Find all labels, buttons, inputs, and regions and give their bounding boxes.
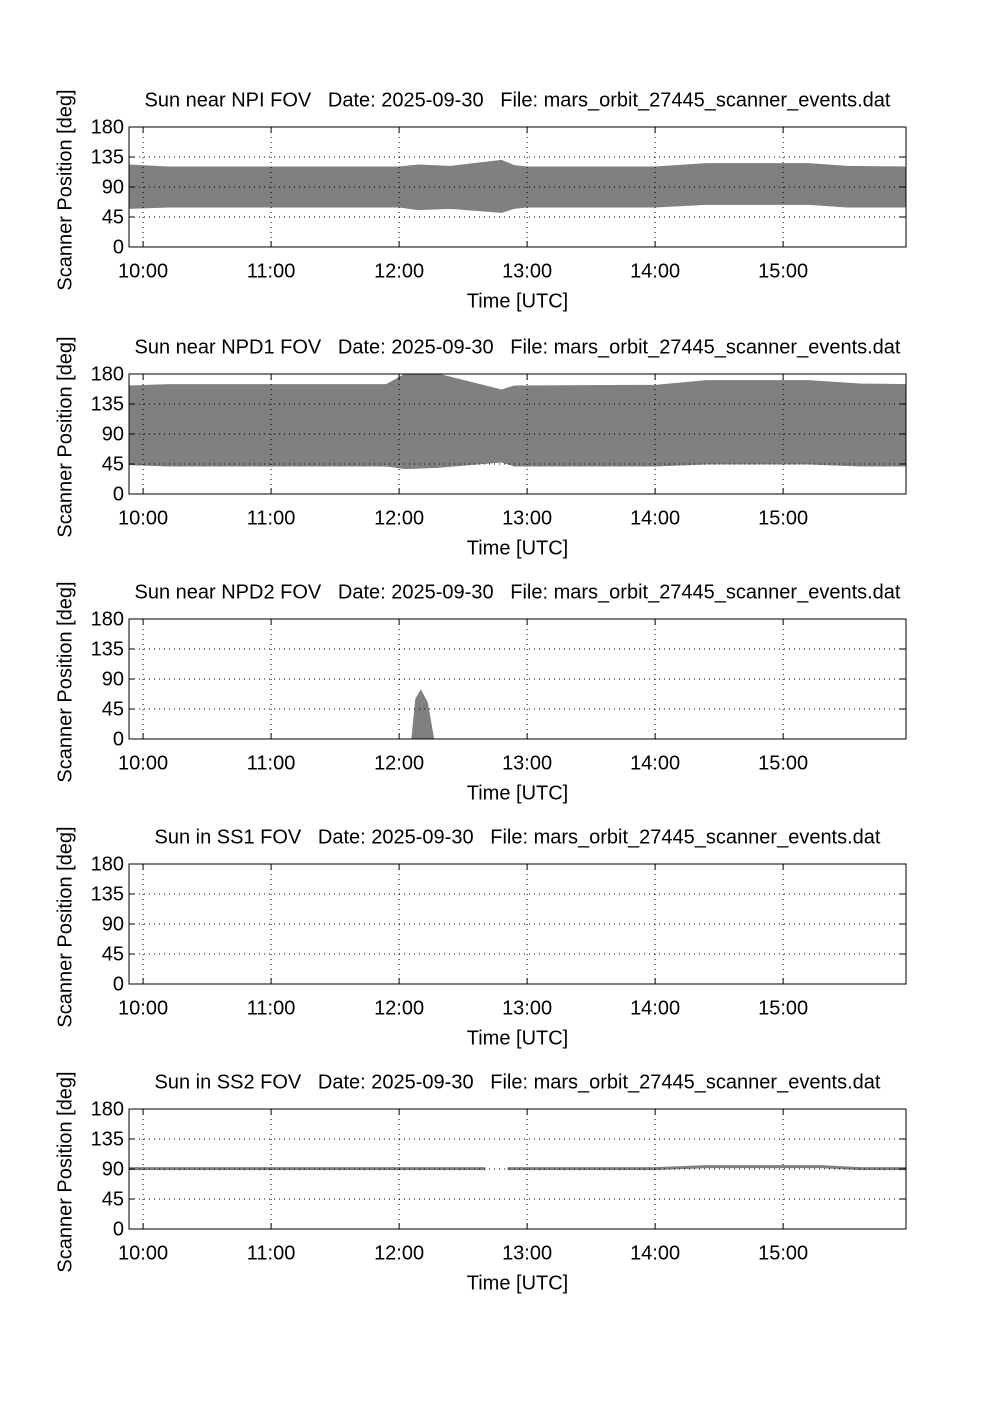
x-tick-label: 12:00 [374, 752, 424, 774]
subplot: 10:00 11:00 12:00 13:00 14:00 15:00 0 45 90 135 18… [54, 581, 907, 804]
x-tick-label: 10:00 [118, 260, 168, 282]
plot-frame [128, 863, 907, 985]
x-tick-label: 13:00 [502, 507, 552, 529]
y-tick-label: 45 [102, 698, 124, 720]
x-tick-label: 10:00 [118, 752, 168, 774]
plot-frame [128, 126, 907, 248]
x-tick-label: 15:00 [758, 260, 808, 282]
y-tick-label: 45 [102, 943, 124, 965]
subplot: 10:00 11:00 12:00 13:00 14:00 15:00 0 45 90 135 18… [54, 336, 907, 559]
y-tick-label: 0 [113, 236, 124, 258]
x-tick-label: 11:00 [247, 997, 296, 1019]
x-tick-label: 11:00 [247, 260, 296, 282]
y-axis-label: Scanner Position [deg] [54, 826, 76, 1027]
x-axis-label: Time [UTC] [467, 782, 568, 804]
x-tick-label: 10:00 [118, 1242, 168, 1264]
y-axis-label: Scanner Position [deg] [54, 336, 76, 537]
y-axis-label: Scanner Position [deg] [54, 89, 76, 290]
y-axis-label: Scanner Position [deg] [54, 1071, 76, 1272]
y-tick-label: 180 [91, 363, 124, 385]
y-tick-label: 45 [102, 206, 124, 228]
y-tick-label: 45 [102, 453, 124, 475]
x-axis-label: Time [UTC] [467, 1272, 568, 1294]
x-tick-label: 15:00 [758, 507, 808, 529]
y-tick-label: 180 [91, 1098, 124, 1120]
x-tick-label: 14:00 [630, 260, 680, 282]
band-area [411, 689, 435, 739]
subplot: 10:00 11:00 12:00 13:00 14:00 15:00 0 45 90 135 18… [54, 826, 907, 1049]
y-tick-label: 180 [91, 116, 124, 138]
y-tick-label: 180 [91, 853, 124, 875]
band-area [129, 1167, 486, 1171]
y-tick-label: 90 [102, 913, 124, 935]
subplot-title: Sun near NPI FOV Date: 2025-09-30 File: … [145, 89, 891, 111]
y-tick-label: 180 [91, 608, 124, 630]
plot-frame [128, 373, 907, 495]
x-tick-label: 11:00 [247, 1242, 296, 1264]
x-tick-label: 15:00 [758, 997, 808, 1019]
band-area [129, 159, 906, 213]
y-tick-label: 135 [91, 393, 124, 415]
y-tick-label: 90 [102, 668, 124, 690]
y-tick-label: 0 [113, 1218, 124, 1240]
x-tick-label: 11:00 [247, 507, 296, 529]
x-tick-label: 13:00 [502, 752, 552, 774]
y-tick-label: 90 [102, 423, 124, 445]
plot-frame [128, 1108, 907, 1230]
y-tick-label: 90 [102, 1158, 124, 1180]
subplot-title: Sun near NPD2 FOV Date: 2025-09-30 File:… [135, 581, 901, 603]
x-tick-label: 13:00 [502, 1242, 552, 1264]
x-tick-label: 12:00 [374, 260, 424, 282]
x-tick-label: 14:00 [630, 507, 680, 529]
x-tick-label: 12:00 [374, 507, 424, 529]
x-axis-label: Time [UTC] [467, 290, 568, 312]
subplot-title: Sun in SS2 FOV Date: 2025-09-30 File: ma… [155, 1071, 881, 1093]
y-tick-label: 0 [113, 483, 124, 505]
x-tick-label: 15:00 [758, 1242, 808, 1264]
x-tick-label: 12:00 [374, 1242, 424, 1264]
subplot: 10:00 11:00 12:00 13:00 14:00 15:00 0 45 90 135 18… [54, 1071, 907, 1294]
x-tick-label: 13:00 [502, 260, 552, 282]
subplot: 10:00 11:00 12:00 13:00 14:00 15:00 0 45 90 135 18… [54, 89, 907, 312]
x-axis-label: Time [UTC] [467, 537, 568, 559]
x-tick-label: 14:00 [630, 997, 680, 1019]
x-tick-label: 13:00 [502, 997, 552, 1019]
y-tick-label: 90 [102, 176, 124, 198]
x-tick-label: 12:00 [374, 997, 424, 1019]
y-tick-label: 135 [91, 1128, 124, 1150]
subplot-title: Sun in SS1 FOV Date: 2025-09-30 File: ma… [155, 826, 881, 848]
y-axis-label: Scanner Position [deg] [54, 581, 76, 782]
x-tick-label: 11:00 [247, 752, 296, 774]
x-tick-label: 10:00 [118, 997, 168, 1019]
x-axis-label: Time [UTC] [467, 1027, 568, 1049]
y-tick-label: 135 [91, 638, 124, 660]
y-tick-label: 135 [91, 146, 124, 168]
y-tick-label: 45 [102, 1188, 124, 1210]
plot-frame [128, 618, 907, 740]
y-tick-label: 0 [113, 728, 124, 750]
y-tick-label: 0 [113, 973, 124, 995]
band-area [129, 374, 906, 470]
x-tick-label: 14:00 [630, 752, 680, 774]
x-tick-label: 10:00 [118, 507, 168, 529]
subplot-title: Sun near NPD1 FOV Date: 2025-09-30 File:… [135, 336, 901, 358]
x-tick-label: 15:00 [758, 752, 808, 774]
y-tick-label: 135 [91, 883, 124, 905]
x-tick-label: 14:00 [630, 1242, 680, 1264]
